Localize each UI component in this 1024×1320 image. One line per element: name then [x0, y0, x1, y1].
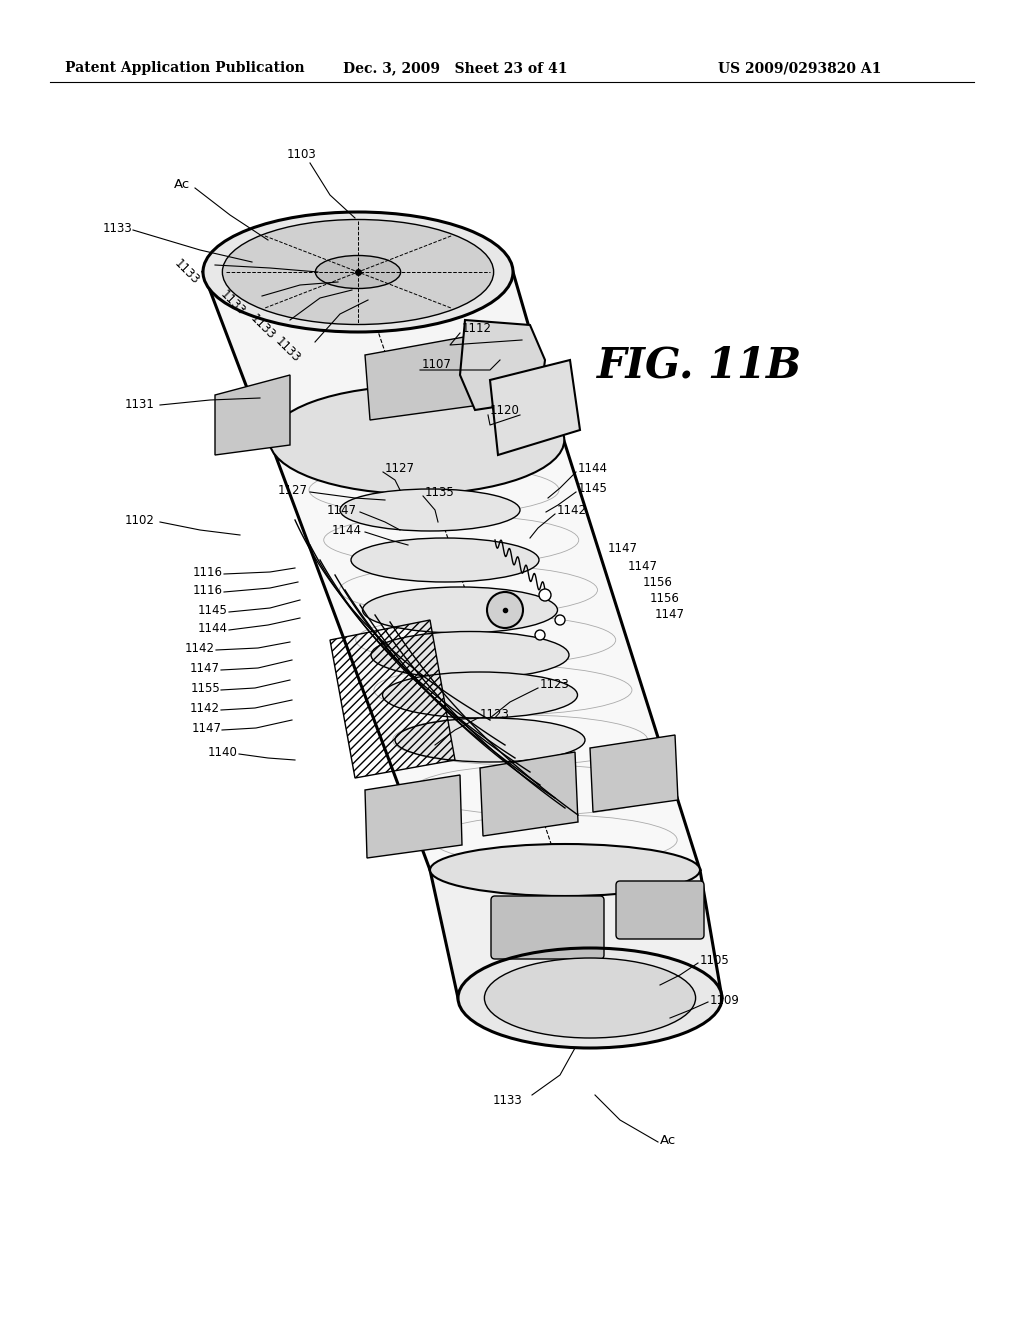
Text: 1147: 1147 [628, 560, 658, 573]
Text: 1127: 1127 [385, 462, 415, 474]
Polygon shape [365, 335, 480, 420]
Circle shape [487, 591, 523, 628]
Text: 1155: 1155 [190, 681, 220, 694]
Text: 1145: 1145 [198, 603, 228, 616]
Ellipse shape [269, 385, 564, 494]
Text: 1133: 1133 [102, 222, 132, 235]
Ellipse shape [362, 587, 557, 634]
Ellipse shape [203, 213, 513, 333]
Text: 1156: 1156 [650, 591, 680, 605]
Ellipse shape [395, 718, 585, 762]
Text: 1147: 1147 [327, 503, 357, 516]
Text: 1102: 1102 [125, 513, 155, 527]
Text: 1116: 1116 [193, 583, 223, 597]
Ellipse shape [383, 672, 578, 718]
Circle shape [539, 589, 551, 601]
Text: Ac: Ac [660, 1134, 676, 1147]
Polygon shape [480, 752, 578, 836]
Text: 1144: 1144 [332, 524, 362, 536]
Text: 1142: 1142 [190, 701, 220, 714]
Text: 1133: 1133 [494, 1093, 523, 1106]
Text: 1133: 1133 [172, 257, 202, 288]
Polygon shape [430, 870, 722, 998]
Text: 1103: 1103 [287, 149, 316, 161]
Polygon shape [490, 360, 580, 455]
Polygon shape [215, 375, 290, 455]
Ellipse shape [315, 256, 400, 289]
Text: 1133: 1133 [248, 312, 278, 342]
Ellipse shape [484, 958, 695, 1038]
Ellipse shape [351, 539, 539, 582]
Text: 1145: 1145 [578, 482, 608, 495]
Text: 1131: 1131 [125, 399, 155, 412]
Text: 1147: 1147 [655, 607, 685, 620]
Text: Ac: Ac [174, 178, 190, 191]
Text: 1107: 1107 [422, 359, 452, 371]
Text: 1116: 1116 [193, 565, 223, 578]
Polygon shape [365, 775, 462, 858]
Polygon shape [590, 735, 678, 812]
Text: 1135: 1135 [425, 486, 455, 499]
Text: 1140: 1140 [208, 746, 238, 759]
Text: 1109: 1109 [710, 994, 740, 1006]
Text: 1133: 1133 [272, 335, 303, 366]
Text: 1142: 1142 [557, 503, 587, 516]
Ellipse shape [340, 488, 520, 531]
Text: 1147: 1147 [190, 661, 220, 675]
Text: 1144: 1144 [578, 462, 608, 474]
Polygon shape [203, 272, 562, 440]
Circle shape [535, 630, 545, 640]
Text: 1120: 1120 [490, 404, 520, 417]
Ellipse shape [222, 219, 494, 325]
Circle shape [555, 615, 565, 624]
Ellipse shape [430, 843, 700, 896]
Text: 1127: 1127 [278, 483, 308, 496]
Text: Patent Application Publication: Patent Application Publication [66, 61, 305, 75]
Text: 1147: 1147 [608, 541, 638, 554]
Text: 1133: 1133 [218, 288, 248, 318]
Text: Dec. 3, 2009   Sheet 23 of 41: Dec. 3, 2009 Sheet 23 of 41 [343, 61, 567, 75]
FancyBboxPatch shape [616, 880, 705, 939]
Text: 1123: 1123 [540, 678, 570, 692]
Text: 1142: 1142 [185, 642, 215, 655]
Text: 1112: 1112 [462, 322, 492, 334]
Text: 1105: 1105 [700, 953, 730, 966]
Text: 1156: 1156 [643, 576, 673, 589]
Text: 1123: 1123 [480, 709, 510, 722]
Ellipse shape [371, 631, 569, 678]
Polygon shape [269, 440, 700, 870]
Polygon shape [460, 319, 545, 411]
Ellipse shape [458, 948, 722, 1048]
Text: US 2009/0293820 A1: US 2009/0293820 A1 [718, 61, 882, 75]
Text: 1147: 1147 [193, 722, 222, 734]
Text: FIG. 11B: FIG. 11B [597, 345, 803, 385]
FancyBboxPatch shape [490, 896, 604, 960]
Text: 1144: 1144 [198, 622, 228, 635]
